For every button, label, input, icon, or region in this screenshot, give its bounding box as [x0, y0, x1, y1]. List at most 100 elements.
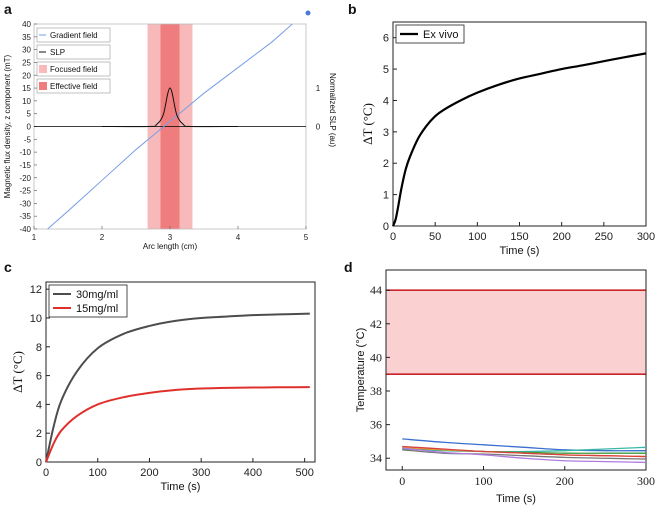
y-tick-label-d: 36	[370, 418, 382, 432]
y2-tick-label-a: 0	[316, 123, 321, 132]
y-tick-label-a: -5	[24, 135, 32, 144]
x-tick-label-b: 250	[595, 231, 613, 243]
y-tick-label-a: 25	[22, 58, 31, 67]
series-30mg-line	[45, 312, 310, 463]
panel-letter-d: d	[344, 259, 353, 275]
y-tick-label-c: 6	[36, 371, 42, 383]
y-tick-label-b: 1	[383, 190, 389, 202]
x-tick-label-a: 3	[168, 233, 173, 242]
y-tick-label-a: -25	[19, 187, 31, 196]
y-axis-label-b: ΔT (°C)	[360, 103, 375, 145]
x-tick-label-d: 0	[399, 474, 405, 488]
y-axis-label-c: ΔT (°C)	[10, 351, 25, 393]
chart-d: 34 36 38 40 42 44 0 100 200 300 Time (s) Temperatur…	[355, 269, 655, 505]
y-tick-label-d: 40	[370, 350, 382, 364]
toolbar-icon	[305, 10, 311, 16]
temperature-trace-blue	[402, 438, 647, 452]
y-tick-label-c: 10	[30, 313, 42, 325]
y-tick-label-c: 4	[36, 399, 42, 411]
y-tick-label-a: 10	[22, 97, 31, 106]
y-tick-label-d: 42	[370, 317, 382, 331]
y2-tick-label-a: 1	[316, 84, 321, 93]
ex-vivo-line	[391, 52, 647, 227]
x-axis-label-b: Time (s)	[500, 245, 540, 257]
legend-box-a	[36, 44, 111, 60]
x-axis-label-d: Time (s)	[496, 493, 536, 505]
x-tick-label-b: 150	[510, 231, 528, 243]
y-tick-label-a: 40	[22, 20, 31, 29]
y-tick-label-b: 0	[383, 221, 389, 233]
plot-frame-b	[392, 21, 647, 227]
chart-a: -40 -35 -30 -25 -20 -15 -10 -5 0 5 10 15 20 25 30 35 40 1…	[3, 10, 337, 251]
y-tick-label-c: 0	[36, 457, 42, 469]
temperature-trace-purple	[402, 447, 647, 464]
x-tick-label-d: 300	[637, 474, 655, 488]
series-15mg-line	[45, 386, 310, 463]
y-tick-label-a: 15	[22, 84, 31, 93]
y-tick-label-a: -20	[19, 174, 31, 183]
legend-label-a: Focused field	[50, 65, 98, 74]
x-tick-label-c: 400	[244, 467, 262, 479]
legend-label-c: 15mg/ml	[76, 303, 118, 315]
x-tick-label-b: 100	[468, 231, 486, 243]
panel-letter-c: c	[4, 259, 12, 275]
legend-label-c: 30mg/ml	[76, 289, 118, 301]
x-tick-label-c: 300	[192, 467, 210, 479]
temperature-trace-teal	[402, 446, 647, 453]
temperature-trace-gray	[402, 449, 647, 460]
x-tick-label-c: 500	[295, 467, 313, 479]
y-tick-label-a: -40	[19, 225, 31, 234]
legend-box-a	[36, 27, 111, 43]
y-tick-label-b: 4	[383, 95, 389, 107]
chart-c: 0 2 4 6 8 10 12 0 100 200 300 400 500 Time (s) ΔT (°C)…	[10, 281, 316, 493]
x-tick-label-b: 300	[637, 231, 655, 243]
chart-b: 0 1 2 3 4 5 6 0 50 100 150 200 250 300 Time (s) ΔT (°C)…	[360, 21, 655, 257]
y-tick-label-a: 35	[22, 33, 31, 42]
panel-letter-a: a	[4, 1, 12, 17]
y-tick-label-b: 3	[383, 127, 389, 139]
legend-box-b	[395, 24, 465, 44]
temperature-trace-red	[402, 445, 647, 458]
plot-frame-d	[385, 269, 647, 471]
legend-label-a: Gradient field	[50, 31, 98, 40]
x-tick-label-d: 100	[475, 474, 493, 488]
y-tick-label-a: 5	[27, 110, 32, 119]
y-tick-label-a: -35	[19, 212, 31, 221]
x-tick-label-a: 2	[100, 233, 105, 242]
legend-box-a	[36, 61, 111, 77]
x-tick-label-b: 200	[552, 231, 570, 243]
legend-label-b: Ex vivo	[423, 29, 458, 41]
y-tick-label-a: -10	[19, 148, 31, 157]
legend-box-a	[36, 78, 111, 94]
x-axis-label-c: Time (s)	[161, 481, 201, 493]
x-tick-label-a: 1	[32, 233, 37, 242]
y-tick-label-a: -15	[19, 161, 31, 170]
y-tick-label-c: 12	[30, 284, 42, 296]
plot-frame-c	[45, 281, 316, 463]
y2-axis-label-a: Normalized SLP (au)	[328, 73, 337, 147]
y-tick-label-a: 20	[22, 71, 31, 80]
legend-swatch-a	[39, 82, 47, 90]
target-temperature-band	[386, 290, 646, 375]
y-tick-label-c: 2	[36, 428, 42, 440]
y-tick-label-b: 5	[383, 64, 389, 76]
x-tick-label-b: 50	[429, 231, 441, 243]
x-tick-label-b: 0	[390, 231, 396, 243]
x-tick-label-a: 4	[236, 233, 241, 242]
gradient-field-line	[47, 23, 293, 230]
y-tick-label-d: 44	[370, 283, 382, 297]
x-tick-label-c: 0	[43, 467, 49, 479]
y-tick-label-b: 6	[383, 33, 389, 45]
y-axis-label-a: Magnetic flux density, z component (mT)	[3, 54, 12, 198]
x-tick-label-c: 100	[89, 467, 107, 479]
x-axis-label-a: Arc length (cm)	[143, 242, 198, 251]
legend-label-a: SLP	[50, 48, 65, 57]
y-tick-label-d: 34	[370, 451, 382, 465]
y-tick-label-a: 30	[22, 46, 31, 55]
y-tick-label-c: 8	[36, 342, 42, 354]
y-tick-label-d: 38	[370, 384, 382, 398]
legend-swatch-a	[39, 65, 47, 73]
y-tick-label-a: -30	[19, 199, 31, 208]
y-axis-label-d: Temperature (°C)	[355, 328, 367, 412]
